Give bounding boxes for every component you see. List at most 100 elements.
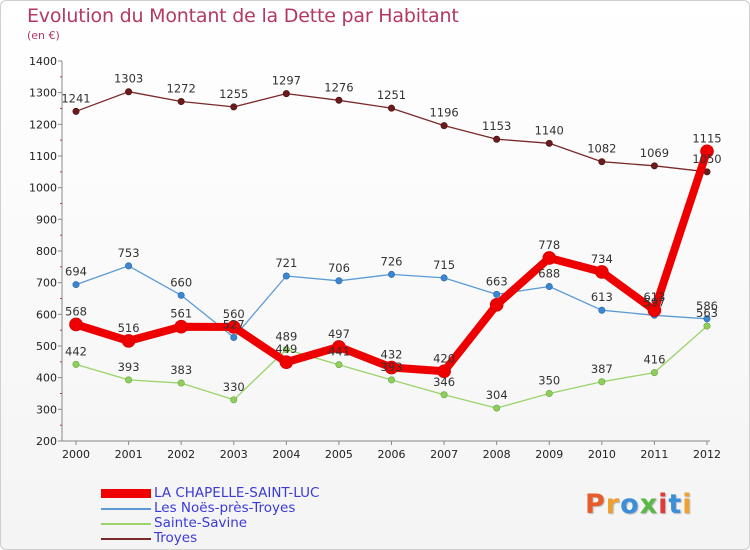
data-point — [125, 262, 133, 270]
y-tick-label: 500 — [36, 340, 57, 353]
data-point — [703, 322, 711, 330]
data-label: 420 — [433, 351, 455, 365]
data-point — [647, 303, 662, 318]
y-tick-label: 1400 — [29, 55, 57, 68]
data-point — [387, 376, 395, 384]
data-label: 1241 — [61, 91, 90, 105]
data-point — [177, 379, 185, 387]
logo-letter: i — [682, 489, 693, 520]
legend-item-la-chapelle: LA CHAPELLE-SAINT-LUC — [101, 486, 319, 501]
data-label: 1069 — [640, 146, 669, 160]
legend-label: Sainte-Savine — [154, 515, 248, 531]
series-line-3 — [75, 91, 708, 173]
data-point — [332, 340, 346, 354]
proxiti-logo: Proxiti — [585, 489, 693, 520]
data-point — [489, 298, 504, 312]
data-label: 586 — [696, 299, 718, 313]
data-label: 613 — [643, 290, 665, 304]
data-label: 350 — [538, 374, 560, 388]
legend-label: Troyes — [154, 530, 198, 546]
data-point — [440, 274, 448, 282]
logo-letter: x — [639, 489, 659, 520]
y-tick-label: 900 — [36, 213, 57, 226]
data-label: 1153 — [482, 119, 511, 133]
data-label: 706 — [328, 261, 350, 275]
data-point — [125, 88, 133, 96]
data-label: 778 — [538, 238, 560, 252]
data-point — [545, 282, 553, 290]
data-label: 561 — [170, 307, 192, 321]
data-point — [177, 291, 185, 299]
data-point — [700, 144, 714, 159]
data-label: 715 — [433, 258, 455, 272]
y-tick-label: 600 — [36, 308, 57, 321]
x-tick-label: 2003 — [220, 448, 248, 461]
data-point — [282, 345, 290, 353]
data-point — [69, 317, 83, 332]
data-point — [230, 333, 238, 341]
x-tick-label: 2000 — [62, 448, 90, 461]
data-label: 1251 — [377, 88, 406, 102]
data-label: 383 — [170, 363, 192, 377]
data-point — [230, 103, 238, 111]
x-tick-label: 2007 — [430, 448, 458, 461]
data-label: 393 — [381, 360, 403, 374]
data-point — [177, 98, 185, 106]
y-tick-label: 300 — [36, 403, 57, 416]
x-tick-label: 2009 — [535, 448, 563, 461]
data-point — [72, 107, 80, 115]
data-point — [598, 378, 606, 386]
data-label: 516 — [118, 321, 140, 335]
legend-swatch — [101, 537, 151, 540]
chart-subtitle: (en €) — [27, 29, 60, 42]
data-point — [493, 135, 501, 143]
data-label: 560 — [223, 307, 245, 321]
legend-label: Les Noës-près-Troyes — [154, 500, 296, 516]
data-label: 1272 — [167, 82, 196, 96]
x-tick-label: 2008 — [483, 448, 511, 461]
y-tick-label: 1000 — [29, 182, 57, 195]
data-point — [335, 277, 343, 285]
data-label: 489 — [275, 329, 297, 343]
legend-swatch — [101, 522, 151, 525]
data-label: 441 — [328, 345, 350, 359]
data-point — [282, 272, 290, 280]
data-label: 1276 — [324, 80, 353, 94]
data-label: 387 — [591, 362, 613, 376]
data-point — [72, 360, 80, 368]
y-tick-label: 1100 — [29, 150, 57, 163]
x-tick-label: 2005 — [325, 448, 353, 461]
legend-item-sainte-savine: Sainte-Savine — [101, 516, 319, 531]
x-tick-label: 2012 — [693, 448, 721, 461]
data-point — [545, 389, 553, 397]
data-point — [437, 364, 451, 379]
x-tick-label: 2006 — [378, 448, 406, 461]
data-point — [440, 391, 448, 399]
data-point — [545, 139, 553, 147]
data-label: 721 — [275, 256, 297, 270]
y-tick-label: 800 — [36, 245, 57, 258]
data-label: 1303 — [114, 72, 143, 86]
data-label: 1115 — [692, 131, 721, 145]
data-point — [279, 355, 294, 369]
data-label: 613 — [591, 290, 613, 304]
data-label: 663 — [486, 274, 508, 288]
chart-title: Evolution du Montant de la Dette par Hab… — [27, 5, 459, 27]
data-point — [387, 270, 395, 278]
y-tick-label: 1200 — [29, 118, 57, 131]
data-label: 563 — [696, 306, 718, 320]
x-tick-label: 2010 — [588, 448, 616, 461]
data-label: 1255 — [219, 87, 248, 101]
data-label: 753 — [118, 246, 140, 260]
data-label: 688 — [538, 266, 560, 280]
data-label: 660 — [170, 275, 192, 289]
logo-letter: i — [658, 489, 669, 520]
data-point — [493, 404, 501, 412]
legend-item-les-noes: Les Noës-près-Troyes — [101, 501, 319, 516]
x-tick-label: 2001 — [115, 448, 143, 461]
data-label: 1297 — [272, 74, 301, 88]
data-point — [650, 369, 658, 377]
y-tick-label: 1300 — [29, 87, 57, 100]
data-point — [387, 104, 395, 112]
